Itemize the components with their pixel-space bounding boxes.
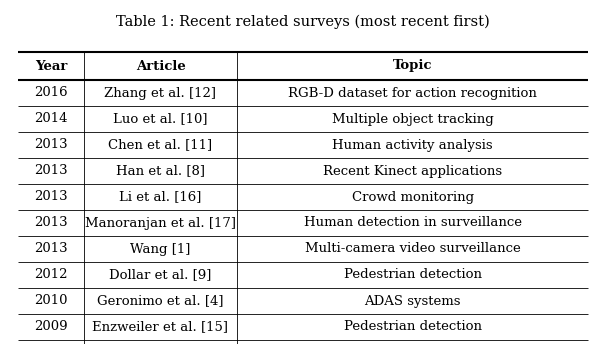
Text: 2013: 2013 <box>34 243 68 256</box>
Text: Luo et al. [10]: Luo et al. [10] <box>113 112 208 126</box>
Text: Li et al. [16]: Li et al. [16] <box>119 191 202 204</box>
Text: Article: Article <box>136 60 185 73</box>
Text: Multiple object tracking: Multiple object tracking <box>332 112 494 126</box>
Text: 2012: 2012 <box>34 269 67 281</box>
Text: 2010: 2010 <box>34 294 67 308</box>
Text: 2014: 2014 <box>34 112 67 126</box>
Text: 2013: 2013 <box>34 216 68 229</box>
Text: Year: Year <box>35 60 67 73</box>
Text: RGB-D dataset for action recognition: RGB-D dataset for action recognition <box>288 86 537 99</box>
Text: Manoranjan et al. [17]: Manoranjan et al. [17] <box>85 216 236 229</box>
Text: Multi-camera video surveillance: Multi-camera video surveillance <box>305 243 521 256</box>
Text: 2013: 2013 <box>34 164 68 178</box>
Text: Han et al. [8]: Han et al. [8] <box>116 164 205 178</box>
Text: Chen et al. [11]: Chen et al. [11] <box>108 139 213 151</box>
Text: Human activity analysis: Human activity analysis <box>333 139 493 151</box>
Text: Pedestrian detection: Pedestrian detection <box>344 269 482 281</box>
Text: Human detection in surveillance: Human detection in surveillance <box>304 216 522 229</box>
Text: Recent Kinect applications: Recent Kinect applications <box>323 164 502 178</box>
Text: Wang [1]: Wang [1] <box>130 243 191 256</box>
Text: ADAS systems: ADAS systems <box>364 294 461 308</box>
Text: Topic: Topic <box>393 60 433 73</box>
Text: Table 1: Recent related surveys (most recent first): Table 1: Recent related surveys (most re… <box>116 15 490 29</box>
Text: Geronimo et al. [4]: Geronimo et al. [4] <box>97 294 224 308</box>
Text: Pedestrian detection: Pedestrian detection <box>344 321 482 333</box>
Text: Dollar et al. [9]: Dollar et al. [9] <box>109 269 211 281</box>
Text: Crowd monitoring: Crowd monitoring <box>351 191 474 204</box>
Text: 2009: 2009 <box>34 321 68 333</box>
Text: 2013: 2013 <box>34 191 68 204</box>
Text: Zhang et al. [12]: Zhang et al. [12] <box>104 86 216 99</box>
Text: 2013: 2013 <box>34 139 68 151</box>
Text: Enzweiler et al. [15]: Enzweiler et al. [15] <box>93 321 228 333</box>
Text: 2016: 2016 <box>34 86 68 99</box>
